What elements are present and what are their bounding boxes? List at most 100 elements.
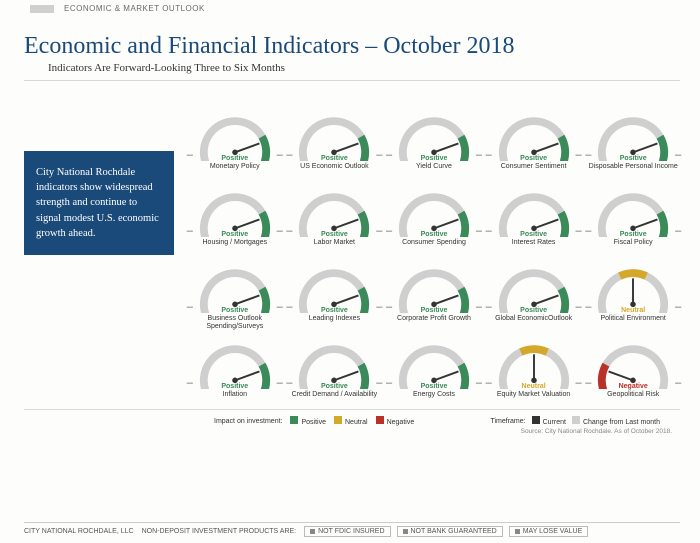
gauge-dash-right: – <box>575 301 581 313</box>
indicator-cell: ––PositiveUS Economic Outlook <box>288 109 382 179</box>
gauge-dash-left: – <box>286 301 292 313</box>
gauge-dash-left: – <box>585 225 591 237</box>
indicator-label: Interest Rates <box>487 239 581 255</box>
indicator-cell: ––PositiveMonetary Policy <box>188 109 282 179</box>
indicator-label: Inflation <box>188 391 282 407</box>
gauge: –– <box>390 185 478 237</box>
indicator-cell: ––PositiveCorporate Profit Growth <box>387 261 481 331</box>
legend: Impact on investment: Positive Neutral Neg… <box>24 409 680 426</box>
gauge-dash-right: – <box>675 377 681 389</box>
gauge-dash-left: – <box>486 377 492 389</box>
indicator-label: Business Outlook Spending/Surveys <box>188 315 282 331</box>
gauge-dash-left: – <box>187 225 193 237</box>
gauge: –– <box>390 261 478 313</box>
gauge-dash-left: – <box>486 225 492 237</box>
indicator-cell: ––NeutralPolitical Environment <box>586 261 680 331</box>
gauge-dash-left: – <box>187 301 193 313</box>
legend-item: Neutral <box>334 416 368 426</box>
gauge: –– <box>290 109 378 161</box>
legend-item: Positive <box>290 416 326 426</box>
legend-impact-items: Positive Neutral Negative <box>290 416 414 426</box>
indicator-cell: ––PositiveConsumer Sentiment <box>487 109 581 179</box>
legend-item: Negative <box>376 416 415 426</box>
gauge: –– <box>589 185 677 237</box>
gauge-dash-left: – <box>486 149 492 161</box>
indicator-cell: ––PositiveGlobal EconomicOutlook <box>487 261 581 331</box>
indicator-cell: ––PositiveConsumer Spending <box>387 185 481 255</box>
indicator-label: Housing / Mortgages <box>188 239 282 255</box>
indicator-cell: ––PositiveInflation <box>188 337 282 407</box>
indicator-label: Disposable Personal Income <box>586 163 680 179</box>
footer-disclaimer: NOT BANK GUARANTEED <box>397 526 503 537</box>
gauge: –– <box>191 337 279 389</box>
gauge-dash-left: – <box>585 149 591 161</box>
footer-disclaimer: NOT FDIC INSURED <box>304 526 390 537</box>
gauge-dash-right: – <box>277 225 283 237</box>
indicator-cell: ––PositiveLeading Indexes <box>288 261 382 331</box>
sidebar: City National Rochdale indicators show w… <box>24 109 174 407</box>
indicator-label: Monetary Policy <box>188 163 282 179</box>
legend-timeframe-item: Change from Last month <box>572 416 660 426</box>
indicator-label: US Economic Outlook <box>288 163 382 179</box>
indicator-cell: ––NeutralEquity Market Valuation <box>487 337 581 407</box>
gauge-dash-left: – <box>386 301 392 313</box>
page-subtitle: Indicators Are Forward-Looking Three to … <box>24 62 680 81</box>
indicator-cell: ––PositiveDisposable Personal Income <box>586 109 680 179</box>
legend-impact-label: Impact on investment: <box>214 418 282 425</box>
gauge: –– <box>290 337 378 389</box>
indicator-cell: ––PositiveEnergy Costs <box>387 337 481 407</box>
indicator-label: Yield Curve <box>387 163 481 179</box>
gauge-dash-left: – <box>187 377 193 389</box>
gauge-dash-left: – <box>386 225 392 237</box>
source-note: Source: City National Rochdale. As of Oc… <box>0 426 700 435</box>
gauge: –– <box>390 337 478 389</box>
indicator-label: Political Environment <box>586 315 680 331</box>
gauge-dash-left: – <box>286 377 292 389</box>
indicator-cell: ––PositiveHousing / Mortgages <box>188 185 282 255</box>
gauge: –– <box>490 337 578 389</box>
footer-disclaimers: NOT FDIC INSUREDNOT BANK GUARANTEEDMAY L… <box>304 526 588 537</box>
footer-lead: NON-DEPOSIT INVESTMENT PRODUCTS ARE: <box>142 528 297 535</box>
gauge-dash-right: – <box>476 377 482 389</box>
gauge-dash-right: – <box>476 149 482 161</box>
legend-timeframe-items: Current Change from Last month <box>532 416 660 426</box>
gauge: –– <box>290 185 378 237</box>
gauge-dash-right: – <box>476 225 482 237</box>
indicator-cell: ––PositiveFiscal Policy <box>586 185 680 255</box>
gauge-dash-left: – <box>486 301 492 313</box>
indicator-label: Consumer Spending <box>387 239 481 255</box>
gauge-dash-left: – <box>386 377 392 389</box>
gauge-dash-right: – <box>376 149 382 161</box>
section-label: ECONOMIC & MARKET OUTLOOK <box>64 4 205 13</box>
callout-box: City National Rochdale indicators show w… <box>24 151 174 255</box>
indicator-cell: ––PositiveInterest Rates <box>487 185 581 255</box>
section-header: ECONOMIC & MARKET OUTLOOK <box>0 0 700 15</box>
indicator-cell: ––PositiveBusiness Outlook Spending/Surv… <box>188 261 282 331</box>
gauge-dash-left: – <box>386 149 392 161</box>
indicator-label: Global EconomicOutlook <box>487 315 581 331</box>
page-title: Economic and Financial Indicators – Octo… <box>0 15 700 62</box>
indicator-label: Equity Market Valuation <box>487 391 581 407</box>
gauge-dash-right: – <box>376 301 382 313</box>
gauge-dash-left: – <box>286 225 292 237</box>
legend-timeframe-item: Current <box>532 416 566 426</box>
indicator-label: Labor Market <box>288 239 382 255</box>
gauge-dash-right: – <box>277 149 283 161</box>
gauge: –– <box>191 261 279 313</box>
indicator-cell: ––PositiveCredit Demand / Availability <box>288 337 382 407</box>
indicator-label: Leading Indexes <box>288 315 382 331</box>
indicator-label: Geopolitical Risk <box>586 391 680 407</box>
indicator-grid: ––PositiveMonetary Policy––PositiveUS Ec… <box>188 109 680 407</box>
indicator-label: Corporate Profit Growth <box>387 315 481 331</box>
gauge-dash-right: – <box>575 377 581 389</box>
gauge-dash-right: – <box>376 377 382 389</box>
gauge-dash-right: – <box>575 149 581 161</box>
gauge-dash-right: – <box>675 301 681 313</box>
gauge-dash-left: – <box>286 149 292 161</box>
indicator-label: Consumer Sentiment <box>487 163 581 179</box>
gauge-dash-right: – <box>277 377 283 389</box>
gauge: –– <box>589 337 677 389</box>
indicator-label: Energy Costs <box>387 391 481 407</box>
gauge-dash-right: – <box>376 225 382 237</box>
main-content: City National Rochdale indicators show w… <box>0 81 700 407</box>
